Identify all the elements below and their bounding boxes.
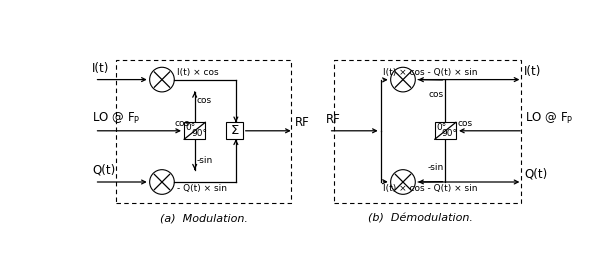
Bar <box>226 122 243 139</box>
Text: cos: cos <box>428 90 444 99</box>
Text: I(t) × cos - Q(t) × sin: I(t) × cos - Q(t) × sin <box>383 68 478 77</box>
Text: 0°: 0° <box>185 123 196 132</box>
Text: cos: cos <box>458 119 473 128</box>
Text: 90°: 90° <box>442 129 458 138</box>
Bar <box>184 122 205 139</box>
Text: RF: RF <box>326 113 341 126</box>
Text: (a)  Modulation.: (a) Modulation. <box>159 214 247 224</box>
Text: $\Sigma$: $\Sigma$ <box>230 124 239 137</box>
Text: (b)  Démodulation.: (b) Démodulation. <box>368 214 473 224</box>
Text: 0°: 0° <box>436 123 446 132</box>
Text: - Q(t) × sin: - Q(t) × sin <box>178 184 227 193</box>
Text: cos: cos <box>196 96 211 105</box>
Text: I(t) × cos - Q(t) × sin: I(t) × cos - Q(t) × sin <box>383 184 478 193</box>
Bar <box>116 60 291 203</box>
Text: -sin: -sin <box>196 156 213 166</box>
Text: -sin: -sin <box>427 163 444 171</box>
Text: 90°: 90° <box>191 129 207 138</box>
Text: I(t): I(t) <box>524 65 542 78</box>
Text: LO @ F$_\mathregular{P}$: LO @ F$_\mathregular{P}$ <box>92 111 141 126</box>
Bar <box>335 60 521 203</box>
Text: RF: RF <box>295 116 310 129</box>
Text: LO @ F$_\mathregular{P}$: LO @ F$_\mathregular{P}$ <box>525 111 573 126</box>
Text: cos: cos <box>175 119 190 128</box>
Text: I(t) × cos: I(t) × cos <box>178 68 219 77</box>
Text: I(t): I(t) <box>92 62 109 75</box>
Text: Q(t): Q(t) <box>524 167 547 180</box>
Bar <box>435 122 456 139</box>
Text: Q(t): Q(t) <box>92 164 115 177</box>
